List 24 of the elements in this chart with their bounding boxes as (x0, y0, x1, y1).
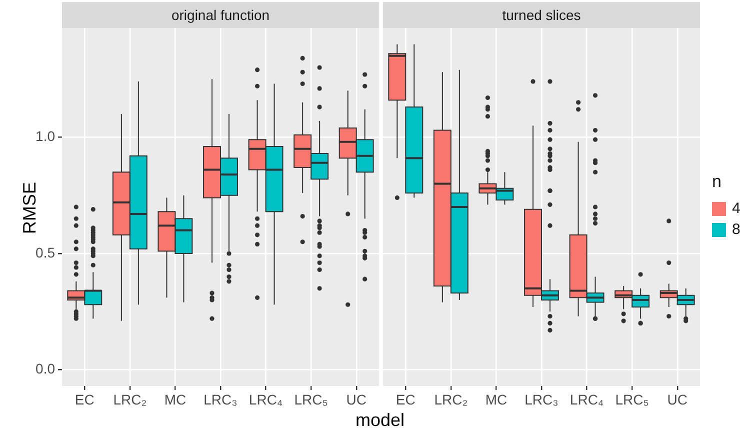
legend-label: 8 (732, 221, 740, 238)
x-tick-label: UC (667, 391, 688, 408)
x-tick-label: MC (485, 391, 508, 408)
x-tick-label: LRC₂ (113, 391, 147, 408)
y-tick-label: 0.5 (36, 244, 56, 260)
y-tick-label: 1.0 (36, 128, 56, 144)
x-tick-label: LRC₅ (294, 391, 328, 408)
x-tick-label: UC (346, 391, 366, 408)
x-tick-label: LRC₅ (615, 391, 649, 408)
y-axis-title: RMSE (20, 182, 40, 234)
x-tick-label: LRC₃ (204, 391, 238, 408)
chart-title: turned slices (383, 2, 700, 28)
x-tick-label: LRC₂ (434, 391, 468, 408)
legend-label: 4 (732, 200, 740, 217)
x-tick-label: LRC₄ (248, 391, 283, 408)
x-tick-label: LRC₃ (524, 391, 558, 408)
chart-title: original function (62, 2, 379, 28)
x-tick-label: EC (396, 391, 416, 408)
legend-title: n (712, 172, 722, 192)
x-axis-title: model (355, 410, 405, 430)
x-tick-label: EC (74, 391, 94, 408)
y-tick-label: 0.0 (36, 360, 56, 377)
x-tick-label: LRC₄ (570, 391, 604, 408)
x-tick-label: MC (164, 391, 186, 408)
